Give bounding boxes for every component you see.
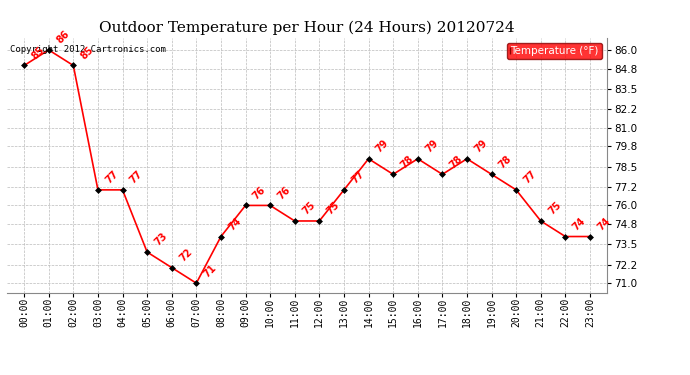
Text: 76: 76	[251, 184, 268, 201]
Text: 78: 78	[497, 153, 514, 170]
Text: 79: 79	[424, 138, 440, 154]
Legend: Temperature (°F): Temperature (°F)	[507, 43, 602, 59]
Text: 74: 74	[226, 216, 243, 232]
Text: 77: 77	[128, 169, 145, 186]
Text: 85: 85	[79, 45, 96, 62]
Title: Outdoor Temperature per Hour (24 Hours) 20120724: Outdoor Temperature per Hour (24 Hours) …	[99, 21, 515, 35]
Text: 74: 74	[595, 216, 612, 232]
Text: 79: 79	[374, 138, 391, 154]
Text: 77: 77	[104, 169, 120, 186]
Text: 76: 76	[276, 184, 293, 201]
Text: 75: 75	[546, 200, 563, 217]
Text: 74: 74	[571, 216, 588, 232]
Text: 77: 77	[522, 169, 538, 186]
Text: 86: 86	[55, 29, 71, 46]
Text: 78: 78	[399, 153, 415, 170]
Text: 79: 79	[473, 138, 489, 154]
Text: 73: 73	[152, 231, 169, 248]
Text: 77: 77	[350, 169, 366, 186]
Text: 75: 75	[300, 200, 317, 217]
Text: 78: 78	[448, 153, 464, 170]
Text: 85: 85	[30, 45, 46, 62]
Text: 71: 71	[202, 262, 219, 279]
Text: 75: 75	[325, 200, 342, 217]
Text: Copyright 2012 Cartronics.com: Copyright 2012 Cartronics.com	[10, 45, 166, 54]
Text: 72: 72	[177, 247, 194, 264]
